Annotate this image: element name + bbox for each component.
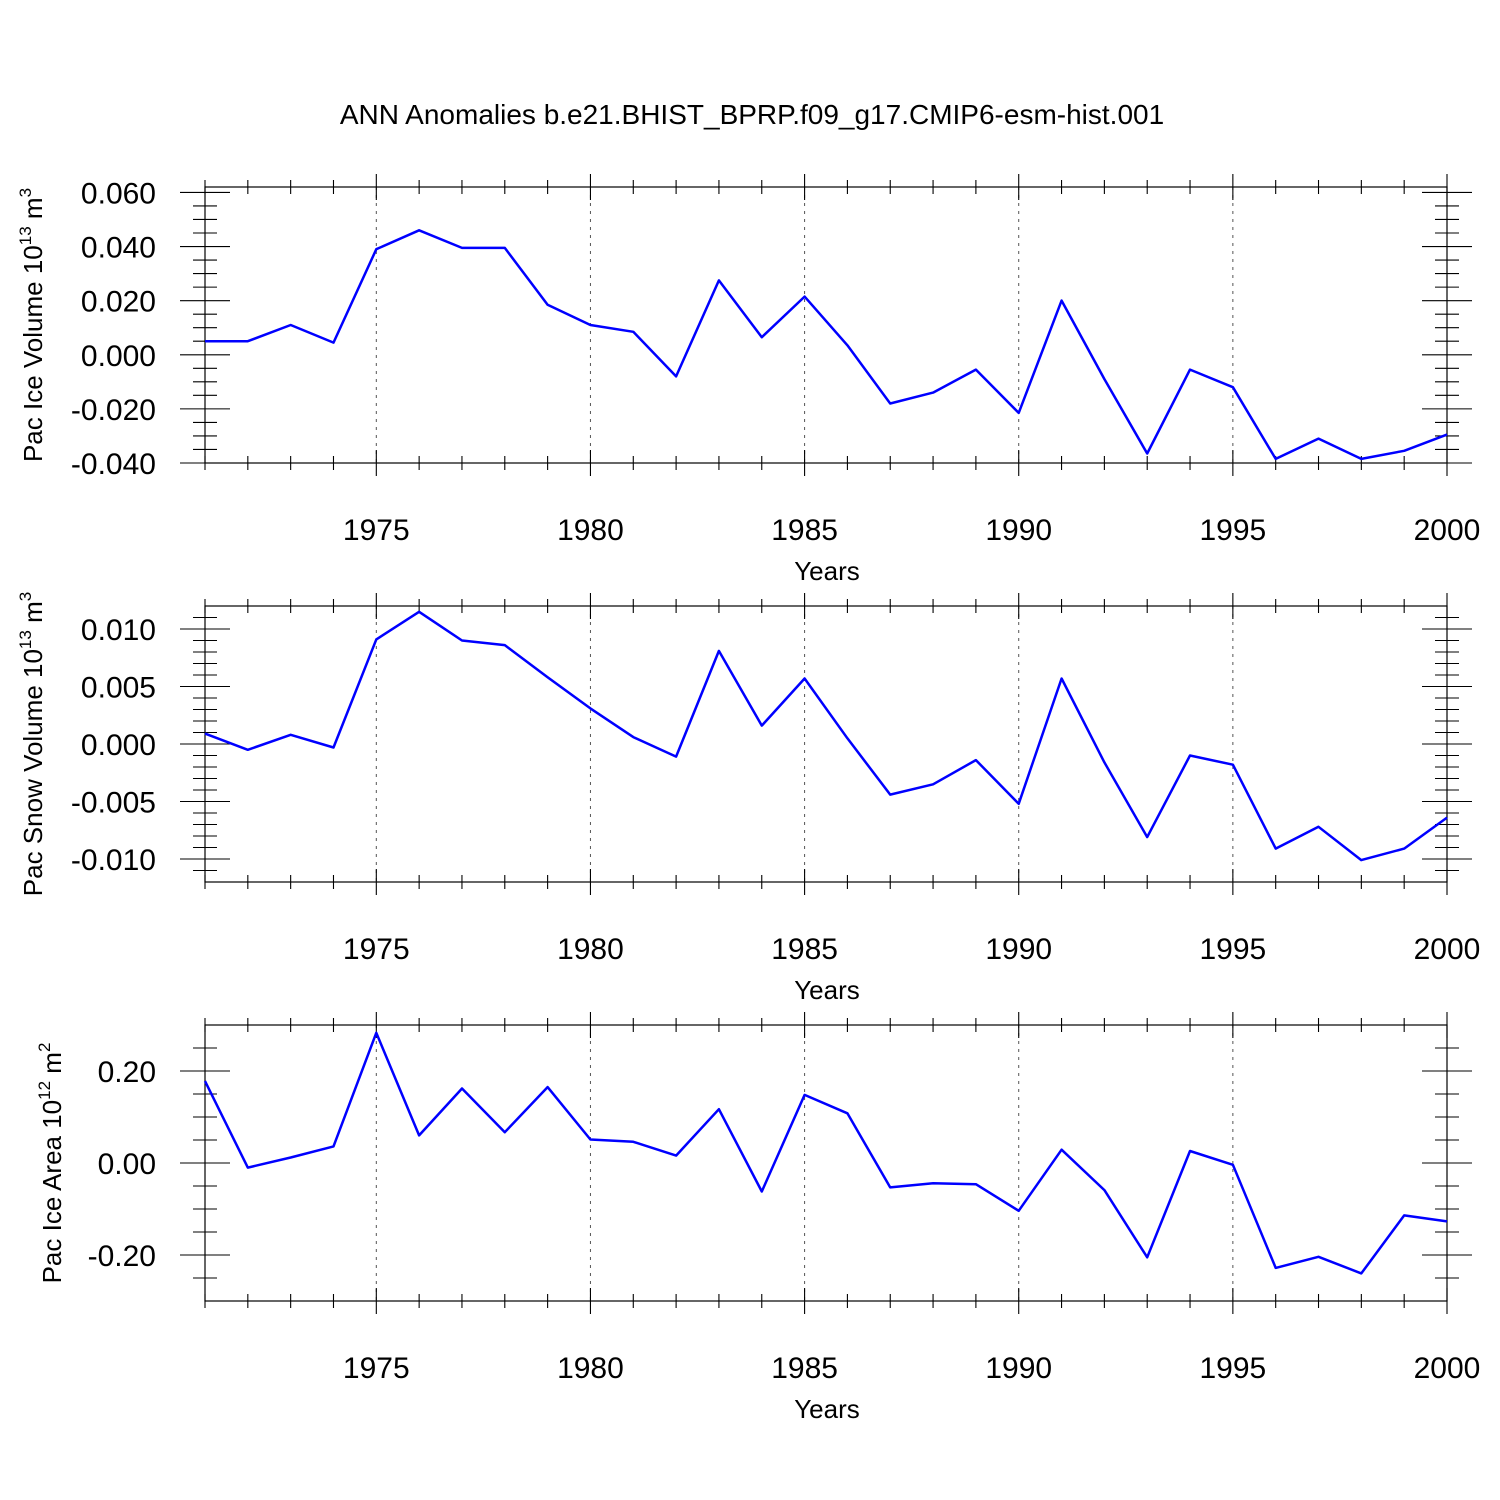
plot-frame xyxy=(204,605,1448,883)
x-tick-label: 1980 xyxy=(557,933,624,966)
series-line-ice-volume xyxy=(205,229,1448,461)
x-axis-label: Years xyxy=(794,975,860,1005)
x-tick-label: 2000 xyxy=(1414,514,1481,547)
x-axis-label: Years xyxy=(794,1394,860,1424)
y-tick-label: 0.000 xyxy=(81,729,156,762)
x-axis-label: Years xyxy=(794,556,860,586)
y-tick-label: 0.040 xyxy=(81,232,156,265)
panel-ice-volume: -0.040 -0.020 0.000 0.020 0.040 0.060 1975 1980… xyxy=(16,174,1480,586)
y-tick-label: -0.010 xyxy=(71,844,156,877)
x-tick-label: 1975 xyxy=(343,933,410,966)
figure-title: ANN Anomalies b.e21.BHIST_BPRP.f09_g17.C… xyxy=(340,99,1164,130)
y-tick-label: 0.00 xyxy=(98,1148,156,1181)
y-tick-label: 0.000 xyxy=(81,340,156,373)
x-tick-label: 1985 xyxy=(771,933,838,966)
x-tick-label: 1980 xyxy=(557,1352,624,1385)
series-line-snow-volume xyxy=(204,610,1448,862)
series-line-ice-area xyxy=(203,1031,1448,1275)
chart-panels: -0.040 -0.020 0.000 0.020 0.040 0.060 1975 1980… xyxy=(16,174,1480,1424)
x-tick-label: 1990 xyxy=(985,933,1052,966)
x-tick-label: 1985 xyxy=(771,1352,838,1385)
y-tick-label: -0.020 xyxy=(71,394,156,427)
y-tick-label: -0.040 xyxy=(71,448,156,481)
x-tick-label: 1995 xyxy=(1199,933,1266,966)
y-tick-label: 0.060 xyxy=(81,177,156,210)
y-tick-label: -0.005 xyxy=(71,787,156,820)
x-tick-label: 2000 xyxy=(1414,1352,1481,1385)
y-tick-label: 0.020 xyxy=(81,286,156,319)
y-tick-label: 0.005 xyxy=(81,672,156,705)
plot-frame xyxy=(204,186,1448,464)
y-axis-label: Pac Snow Volume 1013 m3 xyxy=(16,592,48,896)
y-tick-label: -0.20 xyxy=(88,1240,156,1273)
panel-snow-volume: -0.010 -0.005 0.000 0.005 0.010 1975 1980 1985 1… xyxy=(16,592,1480,1005)
x-tick-label: 2000 xyxy=(1414,933,1481,966)
x-tick-label: 1990 xyxy=(985,1352,1052,1385)
x-tick-label: 1975 xyxy=(343,514,410,547)
x-tick-label: 1980 xyxy=(557,514,624,547)
y-tick-label: 0.20 xyxy=(98,1056,156,1089)
x-tick-label: 1995 xyxy=(1199,1352,1266,1385)
x-tick-label: 1995 xyxy=(1199,514,1266,547)
x-tick-label: 1985 xyxy=(771,514,838,547)
x-tick-label: 1975 xyxy=(343,1352,410,1385)
y-axis-label: Pac Ice Area 1012 m2 xyxy=(35,1043,67,1284)
y-tick-label: 0.010 xyxy=(81,614,156,647)
y-axis-label: Pac Ice Volume 1013 m3 xyxy=(16,188,48,462)
x-tick-label: 1990 xyxy=(985,514,1052,547)
panel-ice-area: -0.20 0.00 0.20 1975 1980 1985 1990 1995 2000 Yea… xyxy=(35,1012,1480,1424)
